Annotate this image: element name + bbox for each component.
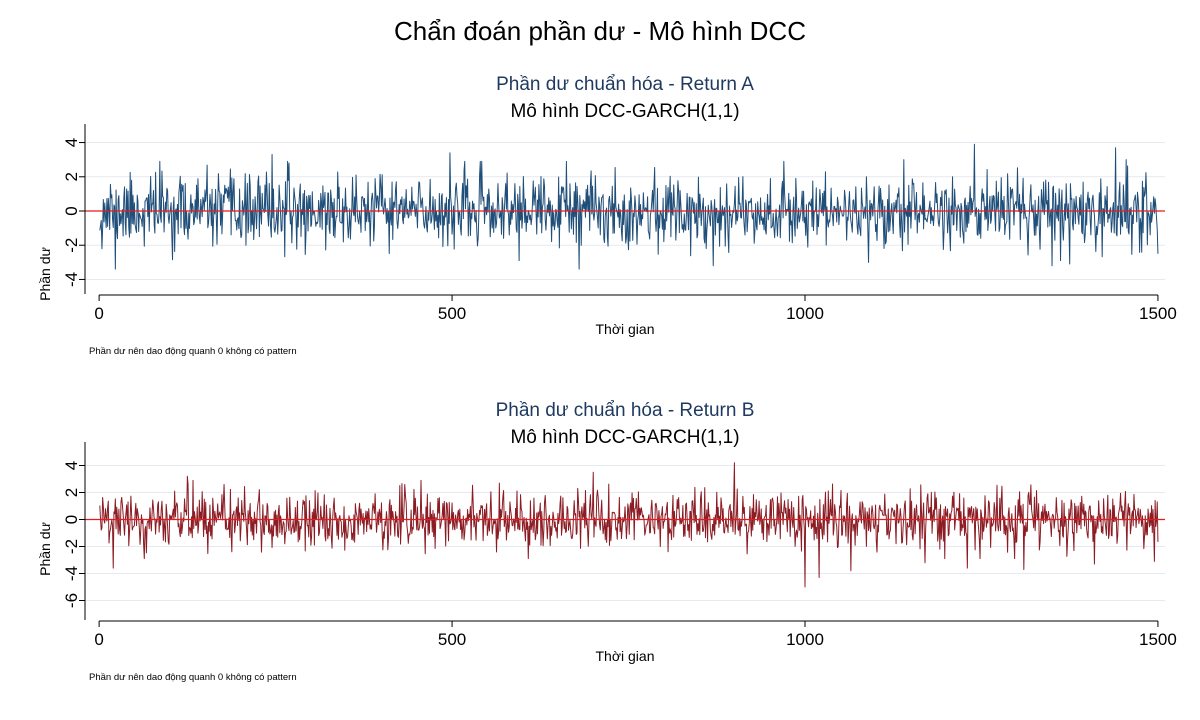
y-axis-label: Phần dư xyxy=(37,247,53,301)
chart-subtitle: Mô hình DCC-GARCH(1,1) xyxy=(510,427,739,448)
y-tick-label: 0 xyxy=(62,515,81,524)
chart-panel-return-a: Phần dư chuẩn hóa - Return A Mô hình DCC… xyxy=(37,74,1177,357)
series-line xyxy=(99,143,1159,270)
page-title: Chẩn đoán phần dư - Mô hình DCC xyxy=(394,16,806,46)
y-tick-label: 0 xyxy=(62,206,81,215)
chart-note: Phần dư nên dao động quanh 0 không có pa… xyxy=(89,672,297,683)
y-tick-label: 2 xyxy=(62,172,81,181)
x-tick-label: 0 xyxy=(94,630,103,649)
chart-panel-return-b: Phần dư chuẩn hóa - Return B Mô hình DCC… xyxy=(37,400,1177,683)
y-tick-label: -2 xyxy=(62,238,81,253)
y-tick-label: 2 xyxy=(62,488,81,497)
x-tick-label: 1000 xyxy=(786,304,824,323)
y-ticks: 4 2 0 -2 -4 xyxy=(62,138,85,287)
x-tick-label: 1000 xyxy=(786,630,824,649)
y-tick-label: -4 xyxy=(62,272,81,287)
y-tick-label: -2 xyxy=(62,539,81,554)
x-tick-label: 1500 xyxy=(1139,630,1177,649)
x-axis-label: Thời gian xyxy=(596,321,655,337)
grid-lines xyxy=(85,142,1165,280)
x-ticks: 0 500 1000 1500 xyxy=(94,295,1177,323)
x-axis-label: Thời gian xyxy=(596,648,655,664)
chart-title: Phần dư chuẩn hóa - Return A xyxy=(496,74,754,95)
y-ticks: 4 2 0 -2 -4 -6 xyxy=(62,461,85,608)
x-tick-label: 0 xyxy=(94,304,103,323)
y-tick-label: 4 xyxy=(62,461,81,470)
series-line-group xyxy=(99,143,1159,270)
x-ticks: 0 500 1000 1500 xyxy=(94,621,1177,649)
series-line xyxy=(99,462,1159,588)
y-tick-label: -6 xyxy=(62,593,81,608)
x-tick-label: 500 xyxy=(438,304,466,323)
y-tick-label: 4 xyxy=(62,138,81,147)
series-line-group xyxy=(99,462,1159,588)
y-axis-label: Phần dư xyxy=(37,522,53,576)
grid-lines xyxy=(85,465,1165,601)
x-tick-label: 500 xyxy=(438,630,466,649)
y-tick-label: -4 xyxy=(62,566,81,581)
chart-title: Phần dư chuẩn hóa - Return B xyxy=(496,400,755,421)
x-tick-label: 1500 xyxy=(1139,304,1177,323)
chart-subtitle: Mô hình DCC-GARCH(1,1) xyxy=(510,101,739,122)
chart-note: Phần dư nên dao động quanh 0 không có pa… xyxy=(89,346,297,357)
